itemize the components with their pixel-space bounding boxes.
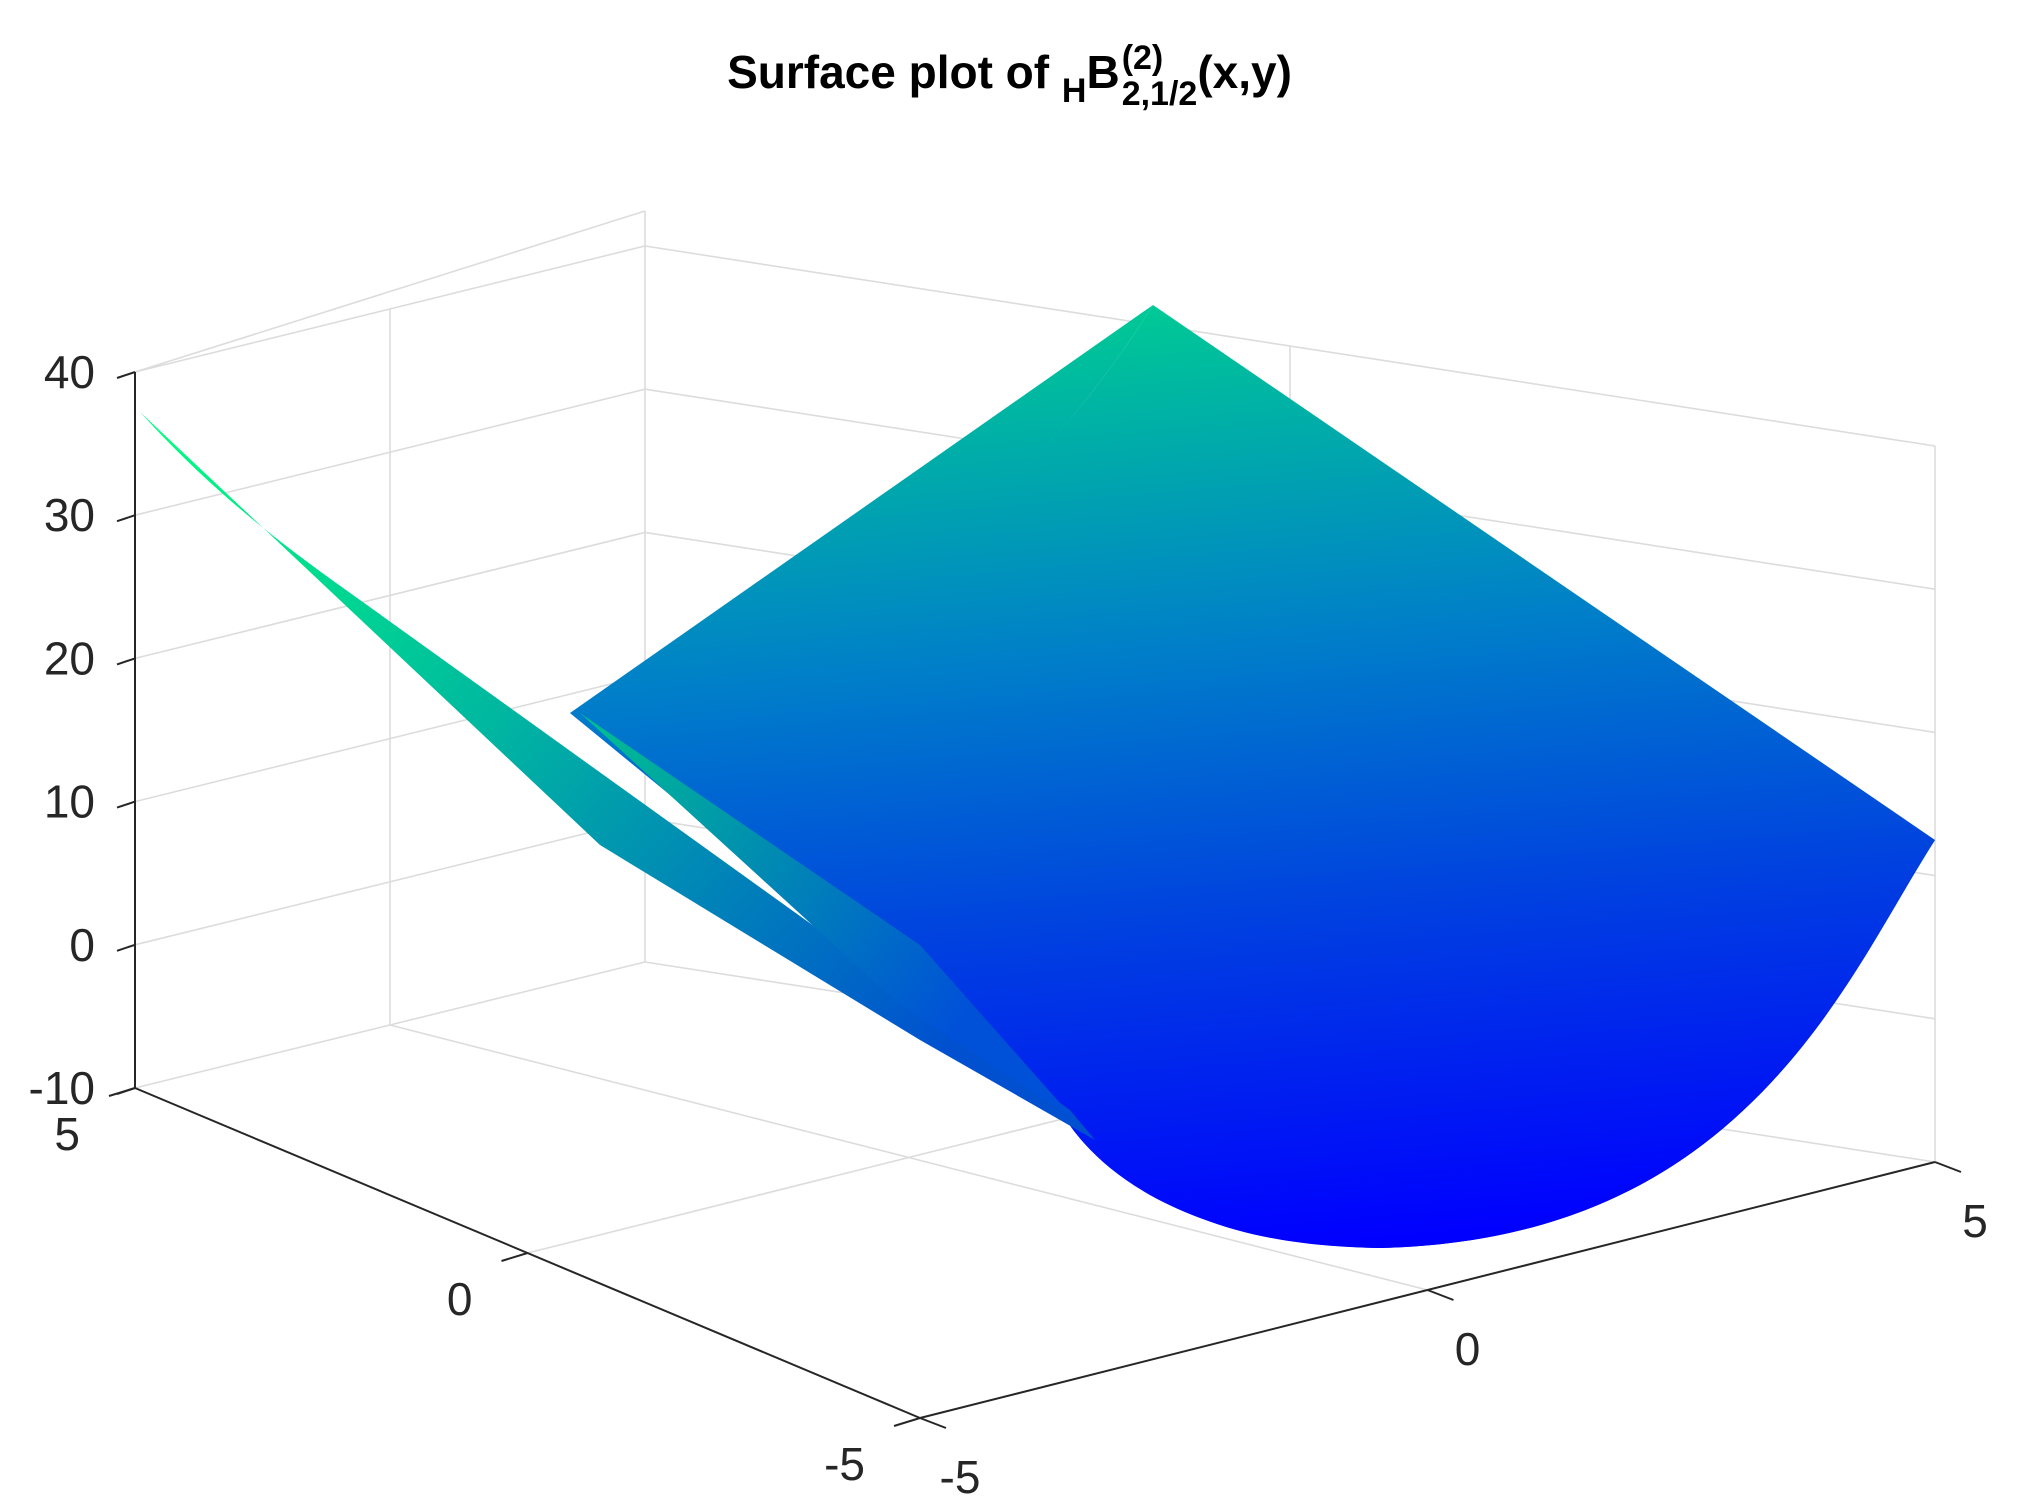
z-tick-2 [116,800,136,809]
surface-fold [580,713,1075,1120]
z-tick-1 [116,943,136,952]
x-tick-0 [919,1417,947,1429]
x-tick-label-2: 5 [1962,1195,1988,1247]
title-superscript: (2) [1121,39,1164,77]
tick-labels: -10 0 10 20 30 40 -5 0 5 -5 0 5 [29,346,1988,1499]
y-tick-1 [501,1252,528,1262]
y-tick-2 [108,1087,136,1097]
z-tick-4 [116,514,136,523]
y-tick-label-1: 0 [447,1273,473,1325]
title-subscript: 2,1/2 [1121,75,1198,113]
title-suffix: (x,y) [1197,46,1292,99]
title-base: B [1086,46,1120,99]
y-tick-label-2: 5 [54,1108,80,1160]
y-tick-0 [893,1417,921,1427]
x-tick-label-0: -5 [940,1451,981,1499]
title-prefix: Surface plot of [727,46,1050,99]
grid-top-left [134,210,646,373]
title-indices: (2) 2,1/2 [1122,40,1198,112]
z-tick-5 [116,371,136,379]
grid-floor-b-0 [389,1024,1428,1291]
z-tick-3 [116,657,136,666]
z-tick-label-4: 30 [44,489,95,541]
axes [108,371,1962,1429]
z-tick-label-3: 20 [44,632,95,684]
y-tick-label-0: -5 [824,1438,865,1490]
z-tick-label-2: 10 [44,776,95,828]
x-tick-1 [1427,1289,1454,1301]
z-tick-label-1: 0 [69,919,95,971]
chart-title: Surface plot of HB (2) 2,1/2 (x,y) [0,40,2019,112]
title-pre-subscript: H [1061,72,1087,111]
z-tick-label-0: -10 [29,1062,95,1114]
surface [140,305,1935,1248]
x-tick-2 [1934,1161,1962,1173]
surface-bowl [920,840,1935,1248]
z-tick-label-5: 40 [44,346,95,398]
x-tick-label-1: 0 [1455,1323,1481,1375]
